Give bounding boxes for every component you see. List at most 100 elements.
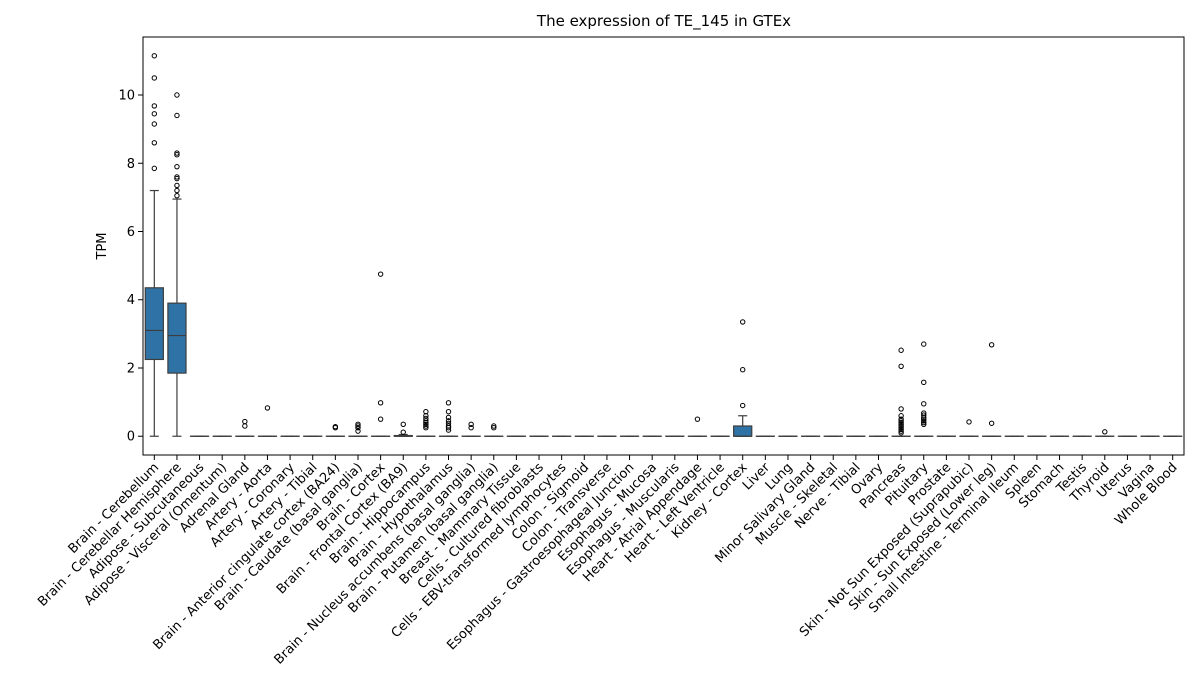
outlier-point <box>174 175 180 182</box>
outlier-point <box>174 192 180 199</box>
outlier-point <box>423 421 429 427</box>
outlier-point <box>151 103 158 109</box>
outlier-point <box>151 121 158 127</box>
outlier-point <box>355 428 361 434</box>
box-group <box>687 416 708 437</box>
outlier-point <box>491 423 497 429</box>
y-tick-label: 4 <box>127 293 135 308</box>
outlier-point <box>898 347 904 353</box>
outlier-point <box>966 419 972 425</box>
outlier-point <box>423 418 429 424</box>
outlier-point <box>898 426 904 433</box>
box-group <box>416 408 436 437</box>
chart-title: The expression of TE_145 in GTEx <box>536 12 791 31</box>
box-group <box>1095 429 1115 437</box>
outlier-point <box>377 271 384 277</box>
outlier-point <box>174 112 180 119</box>
outlier-point <box>423 423 429 429</box>
box-group <box>370 271 391 437</box>
outlier-point <box>445 427 452 433</box>
outlier-point <box>898 416 904 422</box>
outlier-point <box>921 379 927 386</box>
outlier-point <box>921 419 927 426</box>
outlier-point <box>174 187 180 194</box>
y-axis-label: TPM <box>95 233 110 261</box>
outlier-point <box>151 165 158 172</box>
outlier-point <box>174 152 180 158</box>
outlier-point <box>898 428 904 434</box>
outlier-point <box>174 163 180 170</box>
box-group <box>981 342 1002 437</box>
outlier-point <box>898 413 904 419</box>
outlier-point <box>174 150 180 156</box>
outlier-point <box>921 418 927 424</box>
box-group <box>959 419 979 437</box>
outlier-point <box>921 414 927 421</box>
outlier-point <box>921 416 927 422</box>
box-group <box>484 423 504 437</box>
box-group <box>438 400 459 437</box>
box-group <box>461 421 481 437</box>
outlier-point <box>921 401 927 407</box>
outlier-point <box>921 341 927 347</box>
outlier-point <box>898 419 904 426</box>
outlier-point <box>174 182 180 189</box>
outlier-point <box>1102 429 1108 435</box>
outlier-point <box>423 419 429 426</box>
outlier-point <box>445 400 452 406</box>
outlier-point <box>445 408 452 415</box>
outlier-point <box>740 366 746 373</box>
outlier-point <box>988 420 995 426</box>
outlier-point <box>355 425 361 431</box>
outlier-point <box>174 174 180 180</box>
outlier-point <box>377 416 384 422</box>
outlier-point <box>898 421 904 427</box>
box-group <box>325 423 346 437</box>
box-group <box>348 421 368 437</box>
outlier-point <box>151 75 158 81</box>
outlier-point <box>898 363 904 369</box>
outlier-point <box>332 425 339 431</box>
outlier-point <box>264 405 271 411</box>
outlier-point <box>740 319 746 325</box>
box-group <box>891 347 911 437</box>
outlier-point <box>988 342 995 348</box>
outlier-point <box>423 413 429 419</box>
outlier-point <box>921 421 927 427</box>
outlier-point <box>423 425 429 431</box>
outlier-point <box>400 421 406 427</box>
outlier-point <box>694 416 701 422</box>
box <box>144 287 164 361</box>
y-tick-label: 10 <box>118 89 135 104</box>
y-tick-label: 0 <box>127 430 135 445</box>
outlier-point <box>898 406 904 412</box>
outlier-point <box>468 425 474 431</box>
outlier-point <box>151 111 158 117</box>
outlier-point <box>445 414 452 421</box>
outlier-point <box>174 92 180 98</box>
outlier-point <box>400 429 406 435</box>
y-tick-label: 8 <box>127 157 135 172</box>
outlier-point <box>740 402 746 409</box>
outlier-point <box>468 421 474 427</box>
outlier-point <box>242 423 248 429</box>
box-group <box>167 92 187 437</box>
outlier-point <box>151 53 158 59</box>
axes-frame <box>142 36 1185 456</box>
box <box>167 302 187 374</box>
outlier-point <box>491 425 497 431</box>
box-group <box>393 421 413 437</box>
outlier-point <box>898 418 904 424</box>
y-tick-label: 6 <box>127 225 135 240</box>
box <box>733 425 753 437</box>
box-group <box>144 53 164 437</box>
box-group <box>733 319 753 437</box>
outlier-point <box>355 421 361 427</box>
outlier-point <box>445 425 452 431</box>
outlier-point <box>355 423 361 429</box>
outlier-point <box>445 418 452 424</box>
box-group <box>257 405 278 437</box>
outlier-point <box>377 400 384 406</box>
